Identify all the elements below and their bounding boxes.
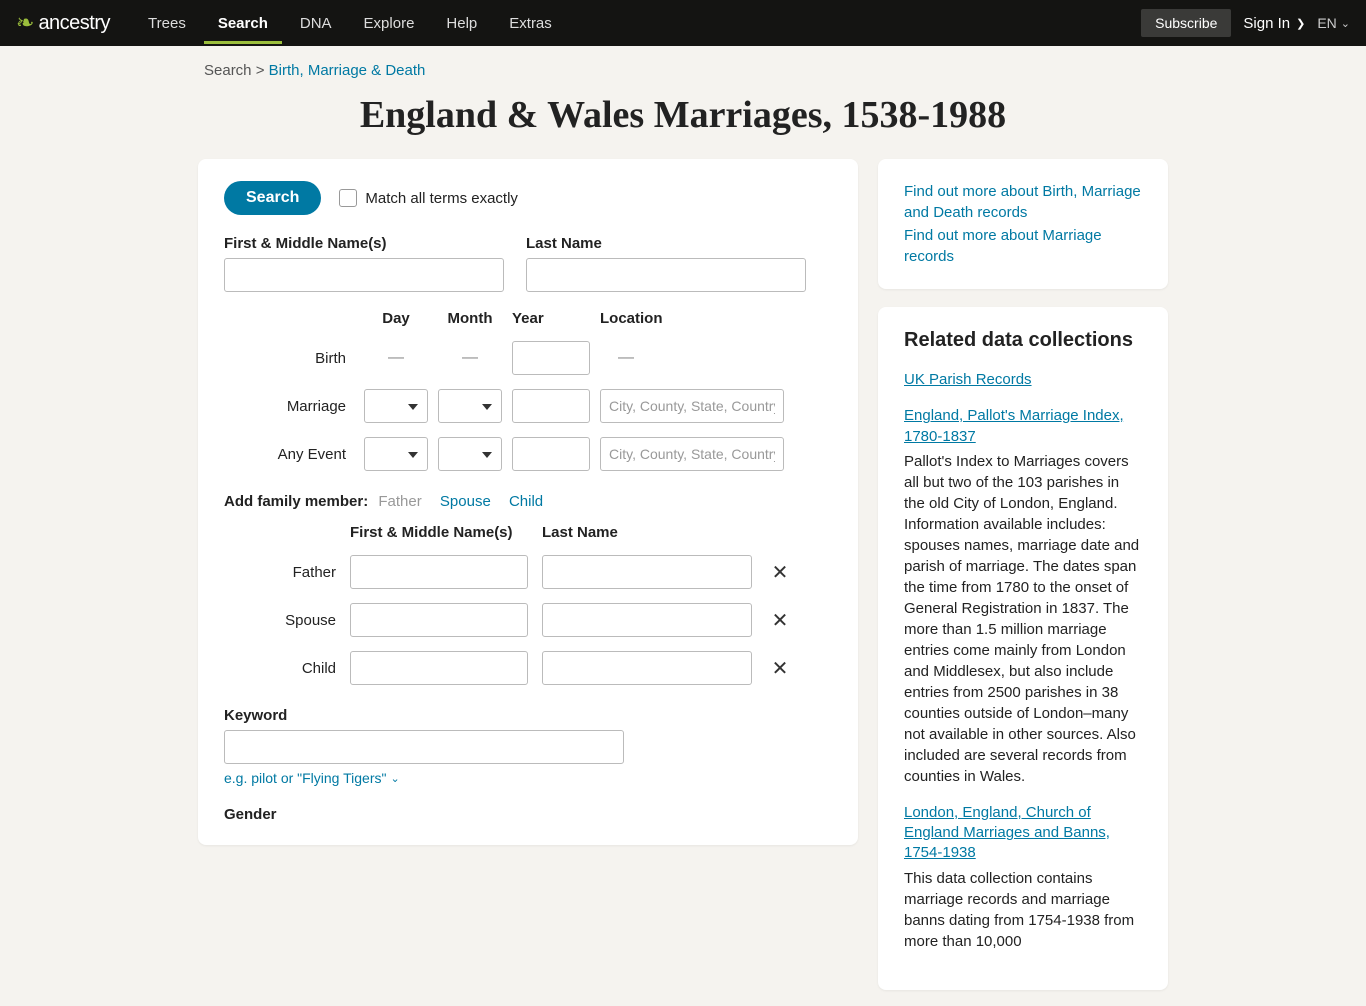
keyword-label: Keyword: [224, 707, 832, 724]
marriage-location-input[interactable]: [600, 389, 784, 423]
last-name-label: Last Name: [526, 235, 806, 252]
marriage-month-select[interactable]: [438, 389, 502, 423]
chevron-down-icon: ⌄: [390, 772, 399, 785]
family-head: Add family member: Father Spouse Child: [224, 493, 832, 510]
spouse-remove-icon[interactable]: ✕: [766, 608, 794, 633]
top-nav: ❧ ancestry Trees Search DNA Explore Help…: [0, 0, 1366, 46]
keyword-input[interactable]: [224, 730, 624, 764]
spouse-last-input[interactable]: [542, 603, 752, 637]
child-last-input[interactable]: [542, 651, 752, 685]
father-first-input[interactable]: [350, 555, 528, 589]
match-all-checkbox[interactable]: Match all terms exactly: [339, 189, 518, 207]
birth-loc-dash: —: [600, 349, 784, 367]
birth-day-dash: —: [364, 349, 428, 367]
col-year: Year: [512, 310, 590, 327]
child-remove-icon[interactable]: ✕: [766, 656, 794, 681]
signin-label: Sign In: [1243, 15, 1290, 32]
fam-spouse-label: Spouse: [224, 612, 336, 629]
fam-col-last: Last Name: [542, 524, 752, 541]
nav-extras[interactable]: Extras: [495, 3, 566, 44]
any-day-select[interactable]: [364, 437, 428, 471]
father-last-input[interactable]: [542, 555, 752, 589]
family-spouse-link[interactable]: Spouse: [440, 493, 491, 510]
gender-label: Gender: [224, 806, 832, 823]
search-button[interactable]: Search: [224, 181, 321, 215]
nav-help[interactable]: Help: [432, 3, 491, 44]
nav-explore[interactable]: Explore: [350, 3, 429, 44]
keyword-hint[interactable]: e.g. pilot or "Flying Tigers" ⌄: [224, 770, 832, 786]
nav-right: Subscribe Sign In ❯ EN ⌄: [1141, 9, 1350, 37]
first-name-label: First & Middle Name(s): [224, 235, 504, 252]
rel-link-1[interactable]: England, Pallot's Marriage Index, 1780-1…: [904, 406, 1142, 447]
rel-desc-2: This data collection contains marriage r…: [904, 868, 1142, 952]
related-card: Related data collections UK Parish Recor…: [878, 307, 1168, 990]
logo[interactable]: ❧ ancestry: [16, 10, 110, 36]
lang-label: EN: [1317, 15, 1336, 31]
family-label: Add family member:: [224, 493, 368, 510]
marriage-day-select[interactable]: [364, 389, 428, 423]
language-selector[interactable]: EN ⌄: [1317, 15, 1350, 31]
marriage-year-input[interactable]: [512, 389, 590, 423]
related-title: Related data collections: [904, 329, 1142, 352]
child-first-input[interactable]: [350, 651, 528, 685]
chevron-right-icon: ❯: [1296, 17, 1305, 30]
signin-link[interactable]: Sign In ❯: [1243, 15, 1305, 32]
info-link-bmd[interactable]: Find out more about Birth, Marriage and …: [904, 181, 1142, 223]
logo-text: ancestry: [38, 12, 110, 35]
any-month-select[interactable]: [438, 437, 502, 471]
rel-desc-1: Pallot's Index to Marriages covers all b…: [904, 451, 1142, 787]
search-card: Search Match all terms exactly First & M…: [198, 159, 858, 845]
page-title: England & Wales Marriages, 1538-1988: [198, 93, 1168, 137]
row-marriage: Marriage: [224, 398, 354, 415]
info-link-marriage[interactable]: Find out more about Marriage records: [904, 225, 1142, 267]
checkbox-icon: [339, 189, 357, 207]
col-month: Month: [438, 310, 502, 327]
nav-dna[interactable]: DNA: [286, 3, 346, 44]
match-all-label: Match all terms exactly: [365, 190, 518, 207]
chevron-down-icon: ⌄: [1341, 17, 1350, 30]
rel-link-0[interactable]: UK Parish Records: [904, 370, 1142, 390]
col-day: Day: [364, 310, 428, 327]
subscribe-button[interactable]: Subscribe: [1141, 9, 1231, 37]
any-year-input[interactable]: [512, 437, 590, 471]
fam-father-label: Father: [224, 564, 336, 581]
fam-col-first: First & Middle Name(s): [350, 524, 528, 541]
last-name-input[interactable]: [526, 258, 806, 292]
nav-search[interactable]: Search: [204, 3, 282, 44]
birth-month-dash: —: [438, 349, 502, 367]
nav-links: Trees Search DNA Explore Help Extras: [134, 3, 1141, 44]
col-location: Location: [600, 310, 784, 327]
family-child-link[interactable]: Child: [509, 493, 543, 510]
info-links-card: Find out more about Birth, Marriage and …: [878, 159, 1168, 289]
fam-child-label: Child: [224, 660, 336, 677]
breadcrumb-sep: >: [256, 62, 265, 79]
row-any: Any Event: [224, 446, 354, 463]
breadcrumb: Search > Birth, Marriage & Death: [198, 62, 1168, 79]
keyword-hint-text: e.g. pilot or "Flying Tigers": [224, 770, 386, 786]
rel-link-2[interactable]: London, England, Church of England Marri…: [904, 803, 1142, 864]
breadcrumb-root[interactable]: Search: [204, 62, 252, 79]
nav-trees[interactable]: Trees: [134, 3, 200, 44]
birth-year-input[interactable]: [512, 341, 590, 375]
family-father-muted: Father: [378, 493, 421, 510]
father-remove-icon[interactable]: ✕: [766, 560, 794, 585]
row-birth: Birth: [224, 350, 354, 367]
first-name-input[interactable]: [224, 258, 504, 292]
any-location-input[interactable]: [600, 437, 784, 471]
breadcrumb-leaf[interactable]: Birth, Marriage & Death: [269, 62, 426, 79]
spouse-first-input[interactable]: [350, 603, 528, 637]
leaf-icon: ❧: [16, 10, 34, 36]
